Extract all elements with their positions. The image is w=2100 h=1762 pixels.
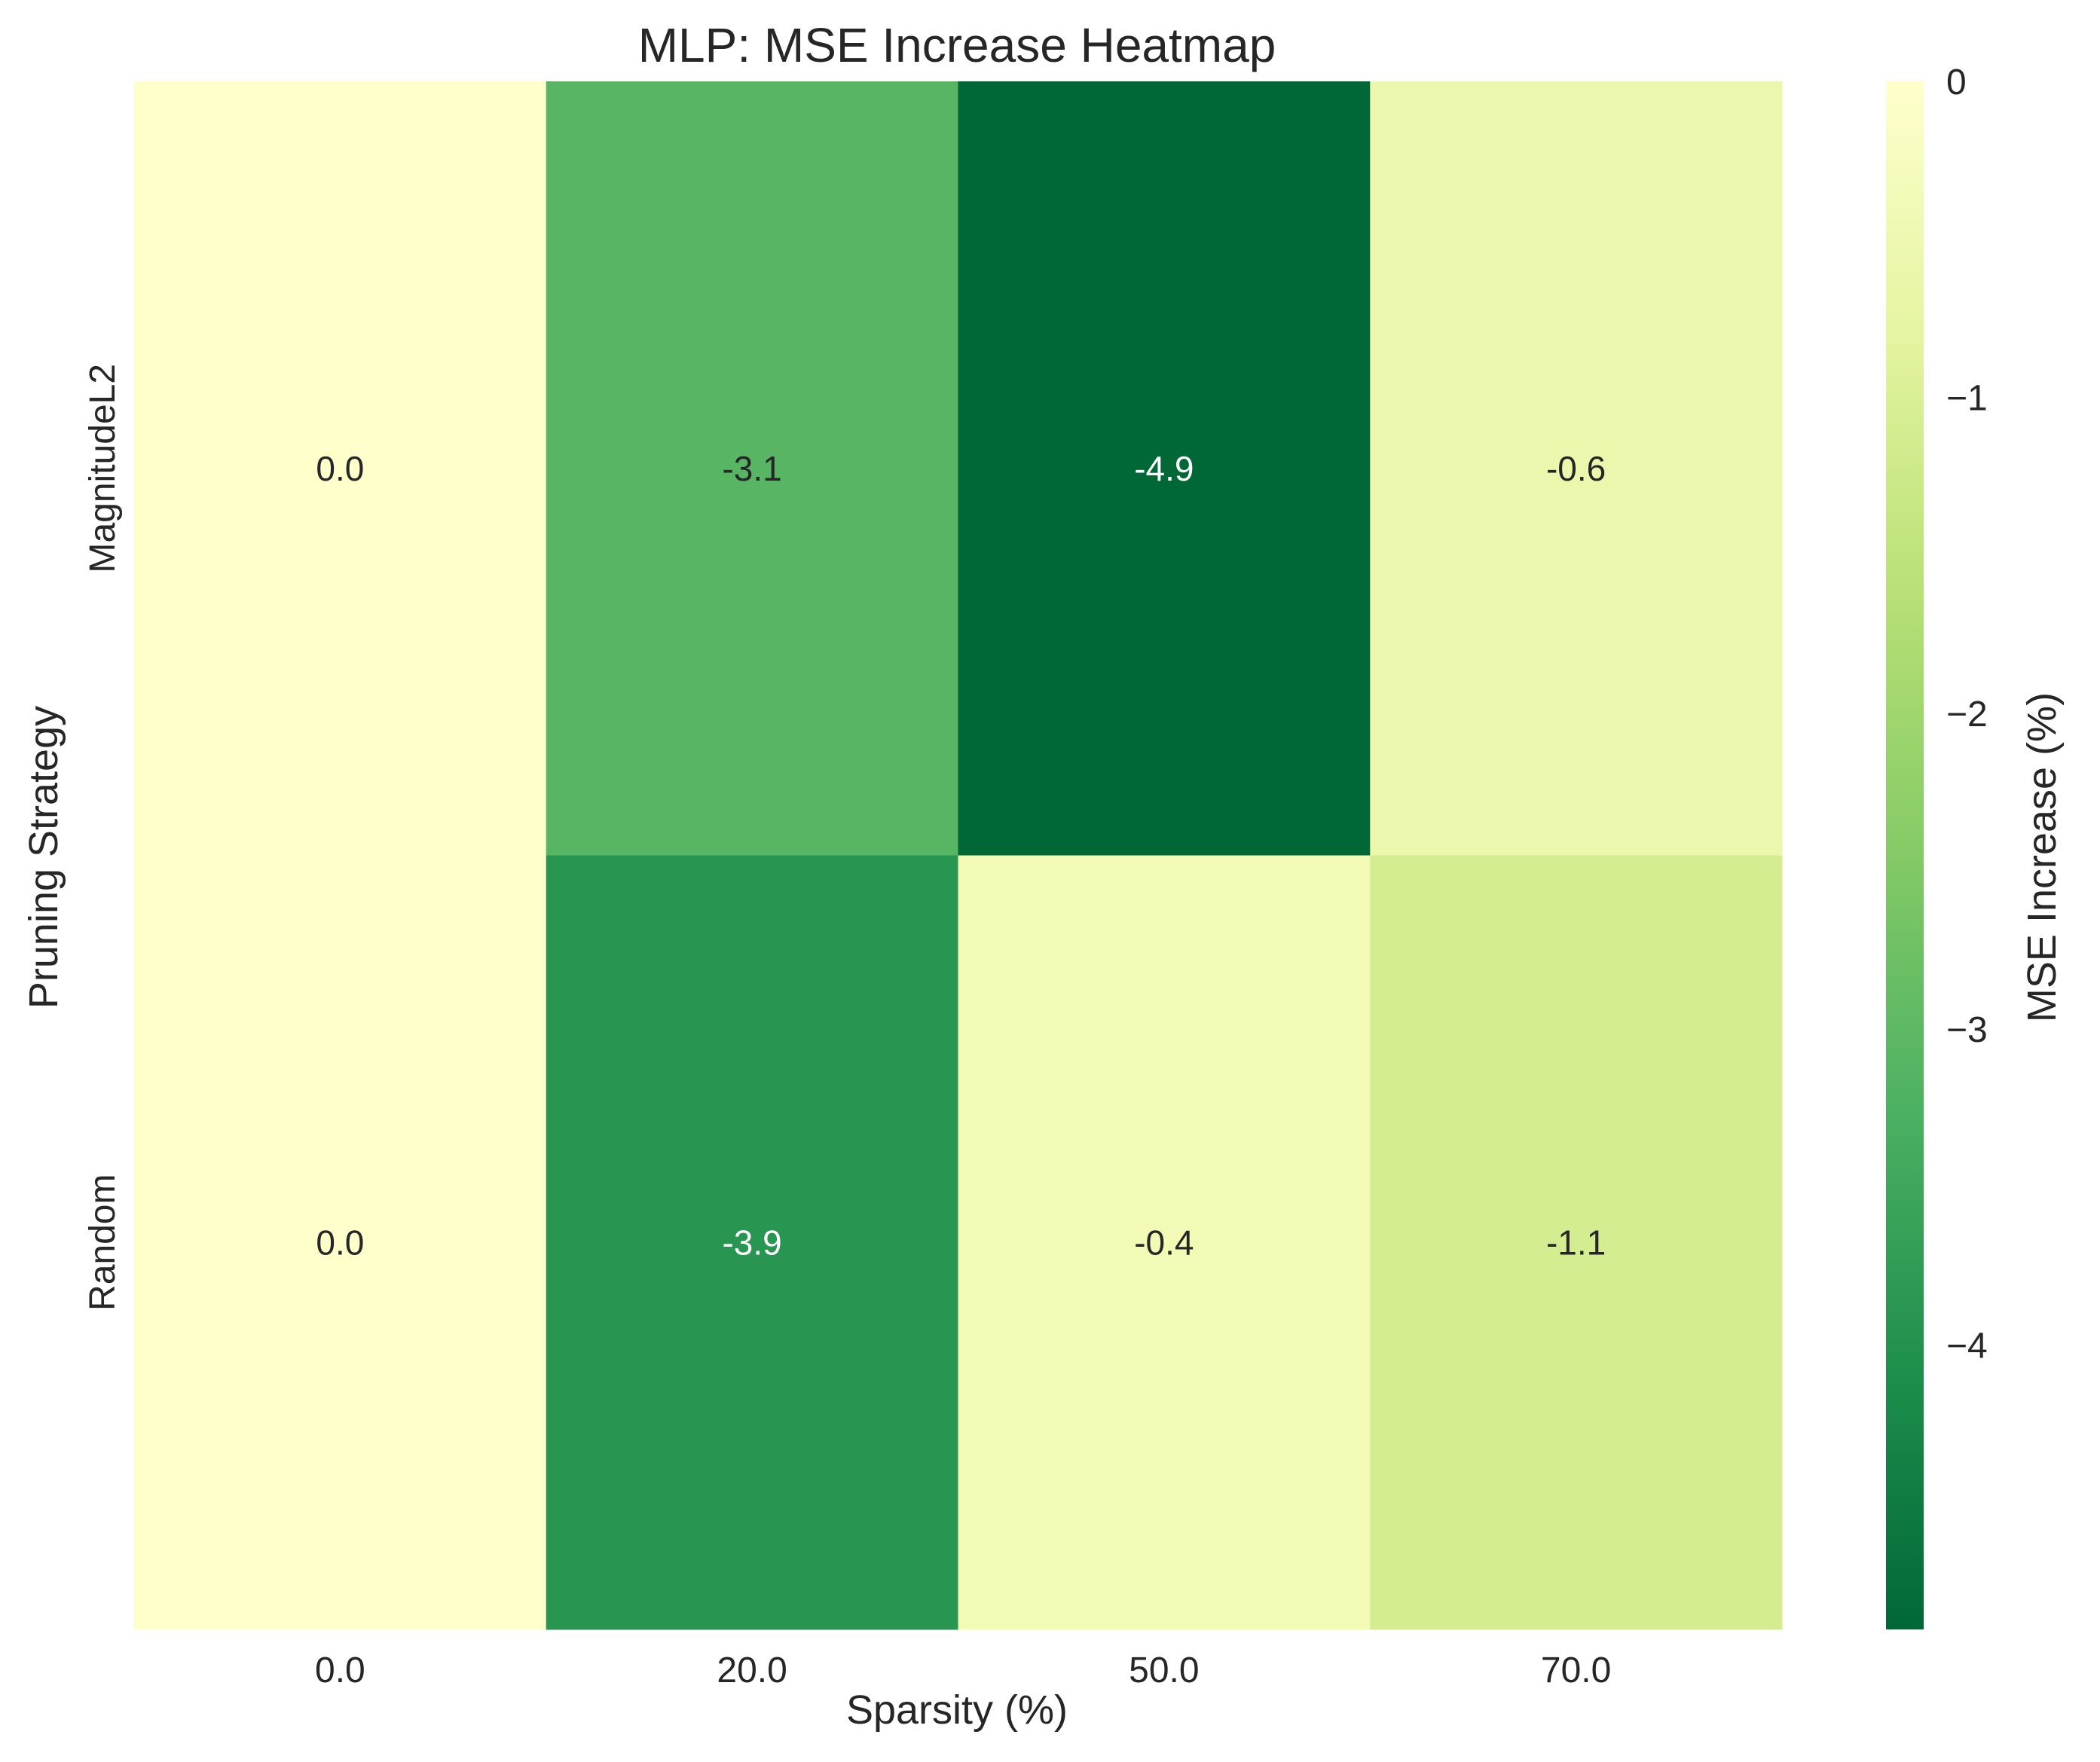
colorbar-tick-label: −4 [1946, 1327, 1988, 1367]
colorbar-ticks: 0 −1 −2 −3 −4 [1946, 63, 1988, 1367]
heatmap-cell [546, 855, 958, 1630]
heatmap-cell [134, 81, 547, 856]
heatmap-cell [546, 81, 958, 856]
colorbar-tick-label: −3 [1946, 1010, 1988, 1050]
colorbar-tick-label: 0 [1946, 63, 1967, 102]
colorbar [1886, 81, 1924, 1629]
cell-value-label: -0.6 [1546, 449, 1606, 488]
heatmap-cell [1370, 855, 1783, 1630]
x-axis-ticks: 0.0 20.0 50.0 70.0 [315, 1651, 1611, 1690]
colorbar-label: MSE Increase (%) [2019, 692, 2065, 1022]
heatmap-cell [1370, 81, 1783, 856]
colorbar-tick-label: −1 [1946, 378, 1988, 418]
x-tick-label: 20.0 [717, 1651, 787, 1690]
chart-title: MLP: MSE Increase Heatmap [638, 18, 1276, 72]
heatmap-cell [958, 855, 1371, 1630]
cell-value-label: 0.0 [316, 449, 364, 488]
heatmap-cell [958, 81, 1371, 856]
cell-value-label: 0.0 [316, 1223, 364, 1262]
cell-value-label: -3.9 [722, 1223, 781, 1262]
cell-value-label: -1.1 [1546, 1223, 1606, 1262]
heatmap-cell [134, 855, 547, 1630]
x-tick-label: 50.0 [1129, 1651, 1199, 1690]
cell-value-label: -4.9 [1134, 449, 1194, 488]
heatmap-cell-labels: 0.0 -3.1 -4.9 -0.6 0.0 -3.9 -0.4 -1.1 [316, 449, 1606, 1263]
y-axis-ticks: MagnitudeL2 Random [83, 364, 123, 1311]
x-tick-label: 70.0 [1541, 1651, 1611, 1690]
y-tick-label: Random [83, 1174, 123, 1311]
x-tick-label: 0.0 [315, 1651, 365, 1690]
y-axis-label: Pruning Strategy [21, 706, 66, 1009]
colorbar-tick-label: −2 [1946, 695, 1988, 734]
cell-value-label: -0.4 [1134, 1223, 1194, 1262]
y-tick-label: MagnitudeL2 [83, 364, 123, 573]
heatmap-cells [134, 81, 1783, 1630]
cell-value-label: -3.1 [722, 449, 781, 488]
x-axis-label: Sparsity (%) [846, 1687, 1068, 1733]
